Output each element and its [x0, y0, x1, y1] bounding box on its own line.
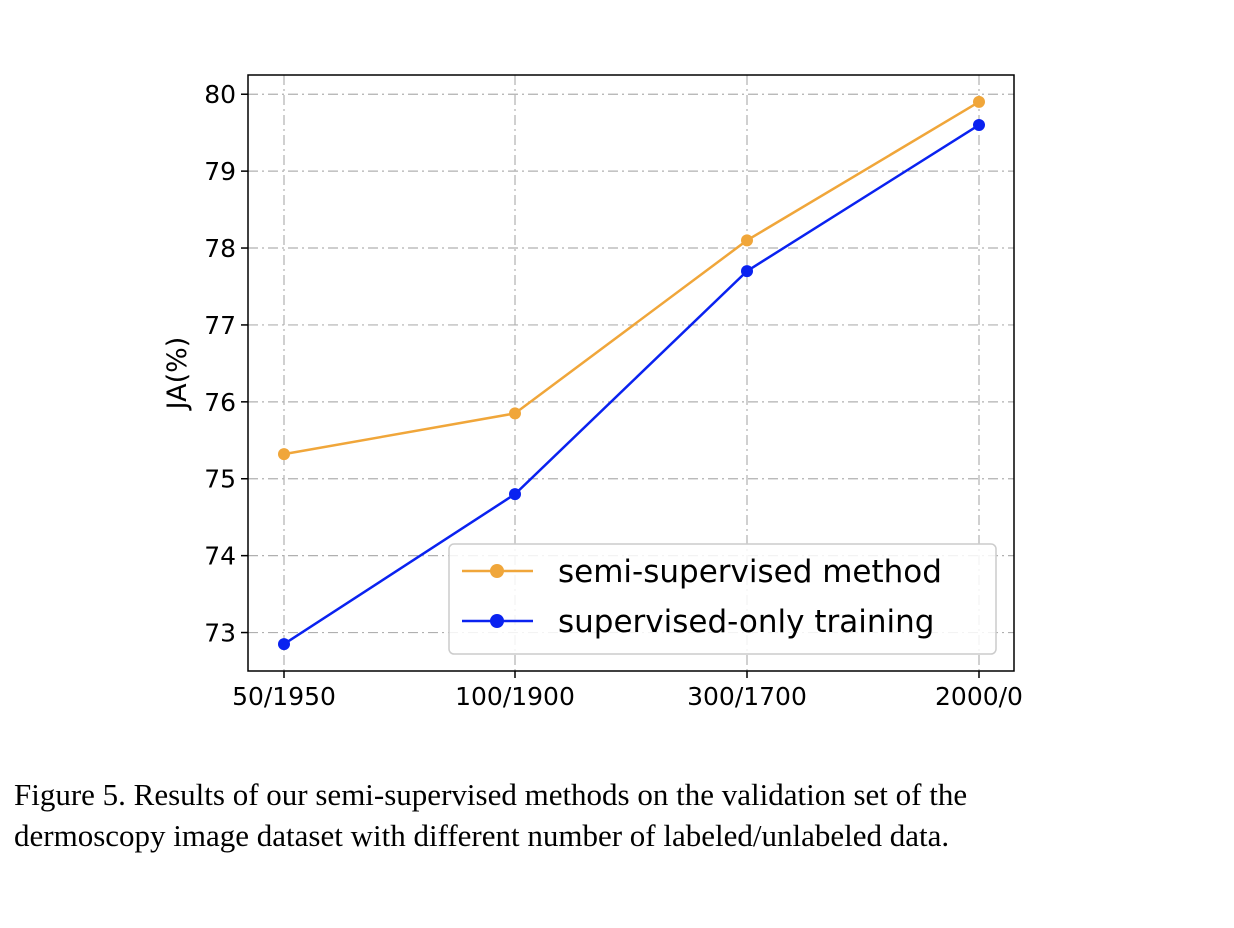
y-axis-label: JA(%)	[162, 337, 193, 412]
legend: semi-supervised method supervised-only tr…	[448, 543, 997, 655]
y-tick-label: 76	[204, 388, 236, 417]
data-point	[973, 118, 985, 131]
plot-frame	[247, 74, 1015, 672]
y-tick-label: 77	[204, 311, 236, 340]
data-point	[741, 234, 753, 247]
data-point	[973, 95, 985, 108]
data-point	[509, 488, 521, 501]
axis-ticks: 50/1950 100/1900 300/1700 2000/0 73 74 75 76 77 7…	[204, 80, 1023, 711]
caption-line-1: Figure 5. Results of our semi-supervised…	[14, 777, 968, 812]
data-point	[509, 407, 521, 420]
line-chart: 50/1950 100/1900 300/1700 2000/0 73 74 75 76 77 7…	[162, 74, 1023, 711]
series-layer	[278, 95, 985, 651]
x-tick-label: 50/1950	[232, 682, 336, 711]
data-point	[278, 638, 290, 651]
y-tick-label: 75	[204, 465, 236, 494]
x-tick-label: 2000/0	[935, 682, 1023, 711]
legend-box	[448, 543, 997, 655]
y-tick-label: 78	[204, 234, 236, 263]
y-tick-label: 73	[204, 619, 236, 648]
caption-line-2: dermoscopy image dataset with different …	[14, 818, 950, 853]
figure-caption: Figure 5. Results of our semi-supervised…	[14, 774, 1214, 856]
y-tick-label: 80	[204, 80, 236, 109]
series-line-1	[283, 123, 980, 646]
series-line-0	[283, 100, 980, 456]
data-point	[741, 265, 753, 278]
x-tick-label: 100/1900	[455, 682, 575, 711]
legend-label: semi-supervised method	[558, 554, 942, 590]
legend-label: supervised-only training	[558, 604, 934, 640]
legend-marker	[490, 564, 504, 578]
legend-marker	[490, 614, 504, 628]
y-tick-label: 74	[204, 542, 236, 571]
y-tick-label: 79	[204, 157, 236, 186]
x-tick-label: 300/1700	[687, 682, 807, 711]
data-point	[278, 448, 290, 461]
